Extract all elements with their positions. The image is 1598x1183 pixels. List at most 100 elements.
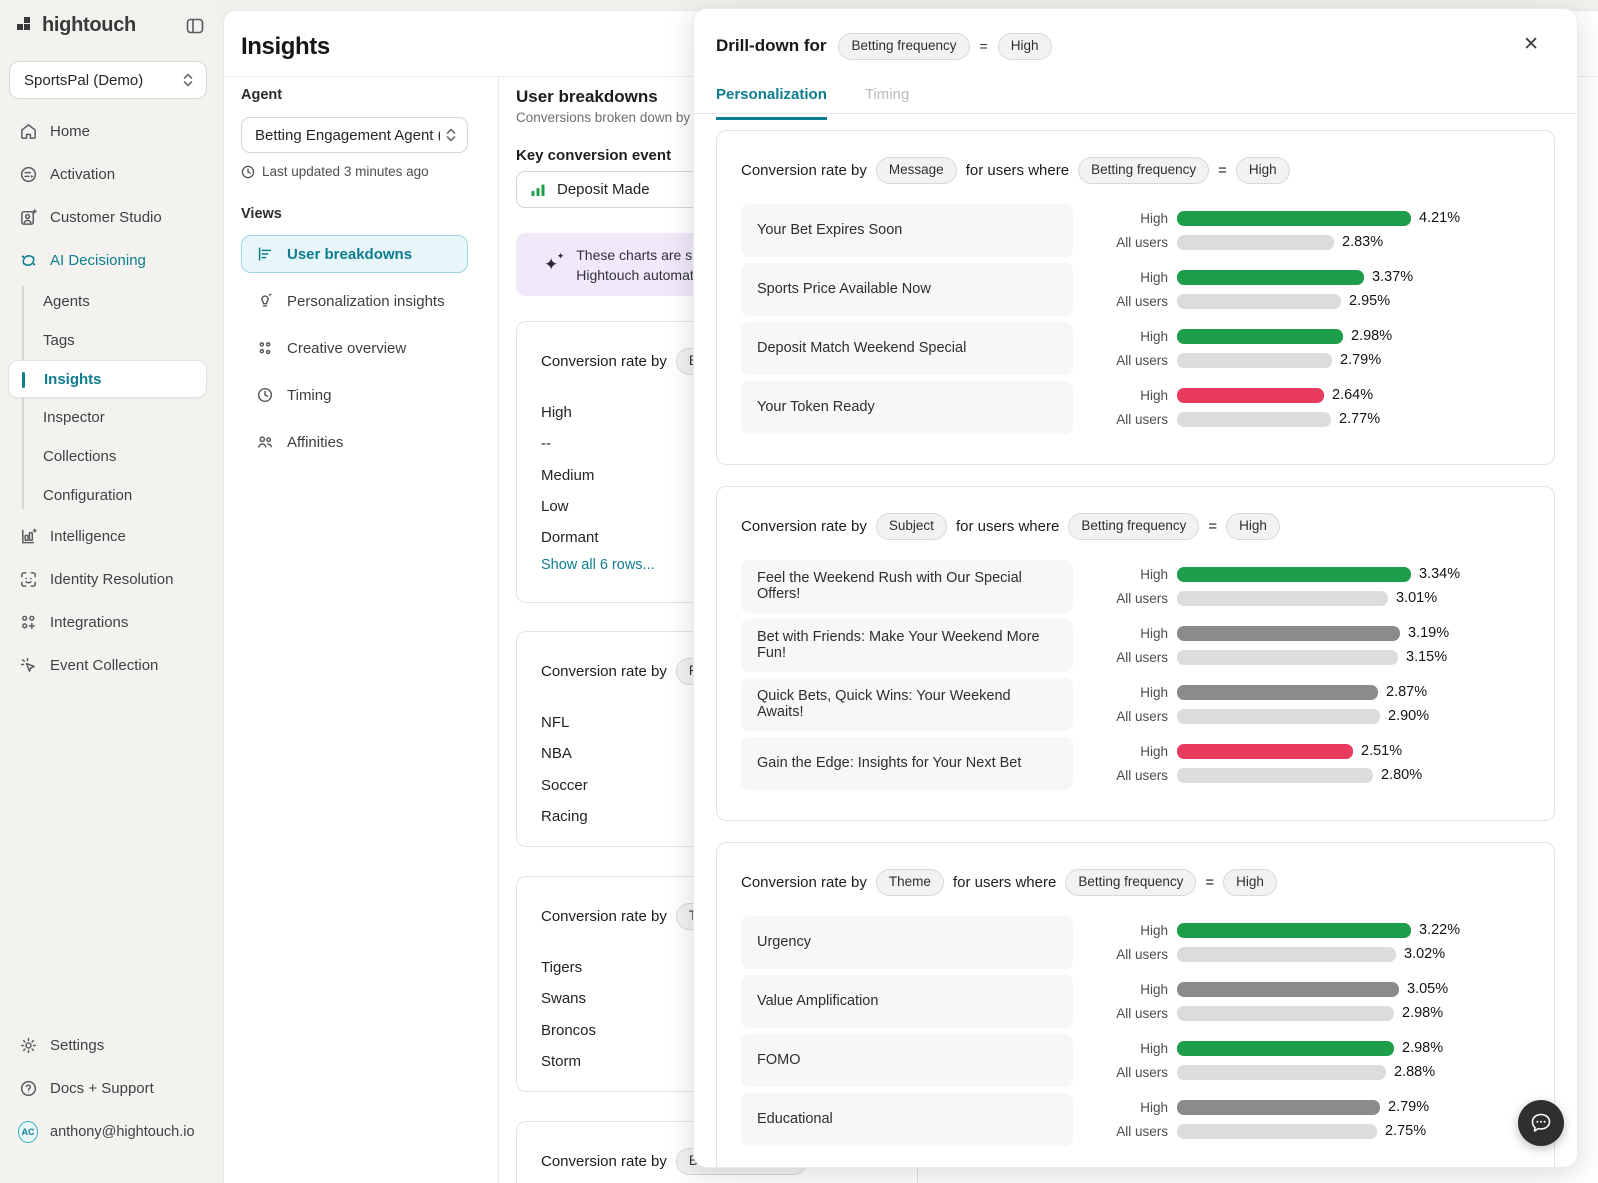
home-icon: [18, 122, 38, 141]
views-list: User breakdowns Personalization insights…: [241, 235, 468, 461]
metric-row: Your Bet Expires Soon High4.21% All user…: [741, 204, 1530, 257]
bar-chart-icon: [530, 182, 546, 198]
drilldown-card-subject: Conversion rate by Subject for users whe…: [716, 486, 1555, 821]
drilldown-title: Drill-down for: [716, 36, 826, 56]
metric-label: Deposit Match Weekend Special: [741, 322, 1073, 375]
filter-value-pill[interactable]: High: [998, 33, 1052, 60]
sidebar-item-label: Activation: [50, 166, 115, 183]
sidebar-item-docs-support[interactable]: Docs + Support: [0, 1067, 217, 1110]
sidebar-item-tags[interactable]: Tags: [0, 321, 217, 360]
agent-selector[interactable]: Betting Engagement Agent (...: [241, 117, 468, 153]
lightbulb-icon: [255, 292, 275, 310]
view-item-creative-overview[interactable]: Creative overview: [241, 329, 468, 367]
views-label: Views: [241, 206, 468, 222]
sidebar-footer: Settings Docs + Support AC anthony@hight…: [0, 1024, 217, 1153]
high-bar: [1177, 329, 1343, 344]
dots-grid-icon: [255, 339, 275, 357]
all-users-bar: [1177, 947, 1396, 962]
help-icon: [18, 1079, 38, 1098]
column-divider: [498, 77, 499, 1183]
sidebar-item-label: Docs + Support: [50, 1080, 154, 1097]
sidebar-item-label: Customer Studio: [50, 209, 162, 226]
sidebar-item-settings[interactable]: Settings: [0, 1024, 217, 1067]
sidebar-item-collections[interactable]: Collections: [0, 437, 217, 476]
sidebar: hightouch SportsPal (Demo) Home: [0, 0, 217, 1183]
metric-row: Educational High2.79% All users2.75%: [741, 1093, 1530, 1146]
card-title: Conversion rate by Theme for users where…: [741, 869, 1530, 896]
sidebar-item-activation[interactable]: Activation: [0, 153, 217, 196]
all-users-bar: [1177, 709, 1380, 724]
filter-dimension-pill[interactable]: Betting frequency: [838, 33, 969, 60]
high-bar: [1177, 1100, 1380, 1115]
user-menu[interactable]: AC anthony@hightouch.io: [0, 1110, 217, 1153]
view-item-personalization-insights[interactable]: Personalization insights: [241, 282, 468, 320]
sidebar-item-label: Settings: [50, 1037, 104, 1054]
app-root: hightouch SportsPal (Demo) Home: [0, 0, 1598, 1183]
sidebar-item-label: AI Decisioning: [50, 252, 146, 269]
filter-value-pill[interactable]: High: [1223, 869, 1277, 896]
filter-dimension-pill[interactable]: Betting frequency: [1078, 157, 1209, 184]
view-item-affinities[interactable]: Affinities: [241, 423, 468, 461]
sidebar-item-intelligence[interactable]: Intelligence: [0, 515, 217, 558]
all-users-bar: [1177, 294, 1341, 309]
filter-value-pill[interactable]: High: [1226, 513, 1280, 540]
sidebar-item-home[interactable]: Home: [0, 110, 217, 153]
metric-label: Gain the Edge: Insights for Your Next Be…: [741, 737, 1073, 790]
sidebar-item-agents[interactable]: Agents: [0, 282, 217, 321]
active-indicator: [22, 372, 25, 388]
close-icon[interactable]: ✕: [1523, 35, 1539, 54]
intelligence-icon: [18, 527, 38, 546]
last-updated: Last updated 3 minutes ago: [241, 164, 468, 179]
all-users-bar: [1177, 1124, 1377, 1139]
metric-row: Gain the Edge: Insights for Your Next Be…: [741, 737, 1530, 790]
sidebar-item-event-collection[interactable]: Event Collection: [0, 644, 217, 687]
sidebar-item-insights[interactable]: Insights: [8, 360, 207, 398]
ai-decisioning-subnav: Agents Tags Insights Inspector Collectio…: [0, 282, 217, 515]
show-all-rows-link[interactable]: Show all 6 rows...: [541, 557, 655, 573]
sidebar-item-ai-decisioning[interactable]: AI Decisioning: [0, 239, 217, 282]
metric-row: Quick Bets, Quick Wins: Your Weekend Awa…: [741, 678, 1530, 731]
high-bar: [1177, 567, 1411, 582]
metric-label: Educational: [741, 1093, 1073, 1146]
dimension-pill[interactable]: Subject: [876, 513, 947, 540]
agent-label: Agent: [241, 87, 468, 103]
identity-resolution-icon: [18, 570, 38, 589]
view-item-user-breakdowns[interactable]: User breakdowns: [241, 235, 468, 273]
sidebar-item-inspector[interactable]: Inspector: [0, 398, 217, 437]
dimension-pill[interactable]: Message: [876, 157, 957, 184]
workspace-name: SportsPal (Demo): [24, 72, 143, 89]
ai-decisioning-icon: [18, 251, 38, 270]
all-users-bar: [1177, 768, 1373, 783]
metric-row: Deposit Match Weekend Special High2.98% …: [741, 322, 1530, 375]
chat-button[interactable]: [1518, 1100, 1564, 1146]
sidebar-item-customer-studio[interactable]: Customer Studio: [0, 196, 217, 239]
filter-dimension-pill[interactable]: Betting frequency: [1065, 869, 1196, 896]
view-item-timing[interactable]: Timing: [241, 376, 468, 414]
metric-label: Quick Bets, Quick Wins: Your Weekend Awa…: [741, 678, 1073, 731]
sidebar-item-identity-resolution[interactable]: Identity Resolution: [0, 558, 217, 601]
sidebar-item-label: Intelligence: [50, 528, 126, 545]
all-users-bar: [1177, 1006, 1394, 1021]
workspace-selector[interactable]: SportsPal (Demo): [9, 61, 207, 99]
hightouch-logo-mark: [16, 16, 35, 35]
dimension-pill[interactable]: Theme: [876, 869, 944, 896]
sidebar-item-label: Event Collection: [50, 657, 158, 674]
filter-value-pill[interactable]: High: [1236, 157, 1290, 184]
collapse-sidebar-icon[interactable]: [185, 16, 205, 36]
card-title: Conversion rate by Subject for users whe…: [741, 513, 1530, 540]
metric-row: Value Amplification High3.05% All users2…: [741, 975, 1530, 1028]
high-bar: [1177, 388, 1324, 403]
card-rows: Your Bet Expires Soon High4.21% All user…: [741, 204, 1530, 434]
avatar: AC: [18, 1121, 38, 1143]
high-bar: [1177, 923, 1411, 938]
high-bar: [1177, 1041, 1394, 1056]
sidebar-item-configuration[interactable]: Configuration: [0, 476, 217, 515]
metric-label: Your Bet Expires Soon: [741, 204, 1073, 257]
high-bar: [1177, 626, 1400, 641]
filter-dimension-pill[interactable]: Betting frequency: [1068, 513, 1199, 540]
metric-row: Urgency High3.22% All users3.02%: [741, 916, 1530, 969]
sidebar-item-integrations[interactable]: Integrations: [0, 601, 217, 644]
metric-label: Value Amplification: [741, 975, 1073, 1028]
drilldown-header: Drill-down for Betting frequency = High: [716, 33, 1052, 60]
sidebar-item-label: Identity Resolution: [50, 571, 173, 588]
